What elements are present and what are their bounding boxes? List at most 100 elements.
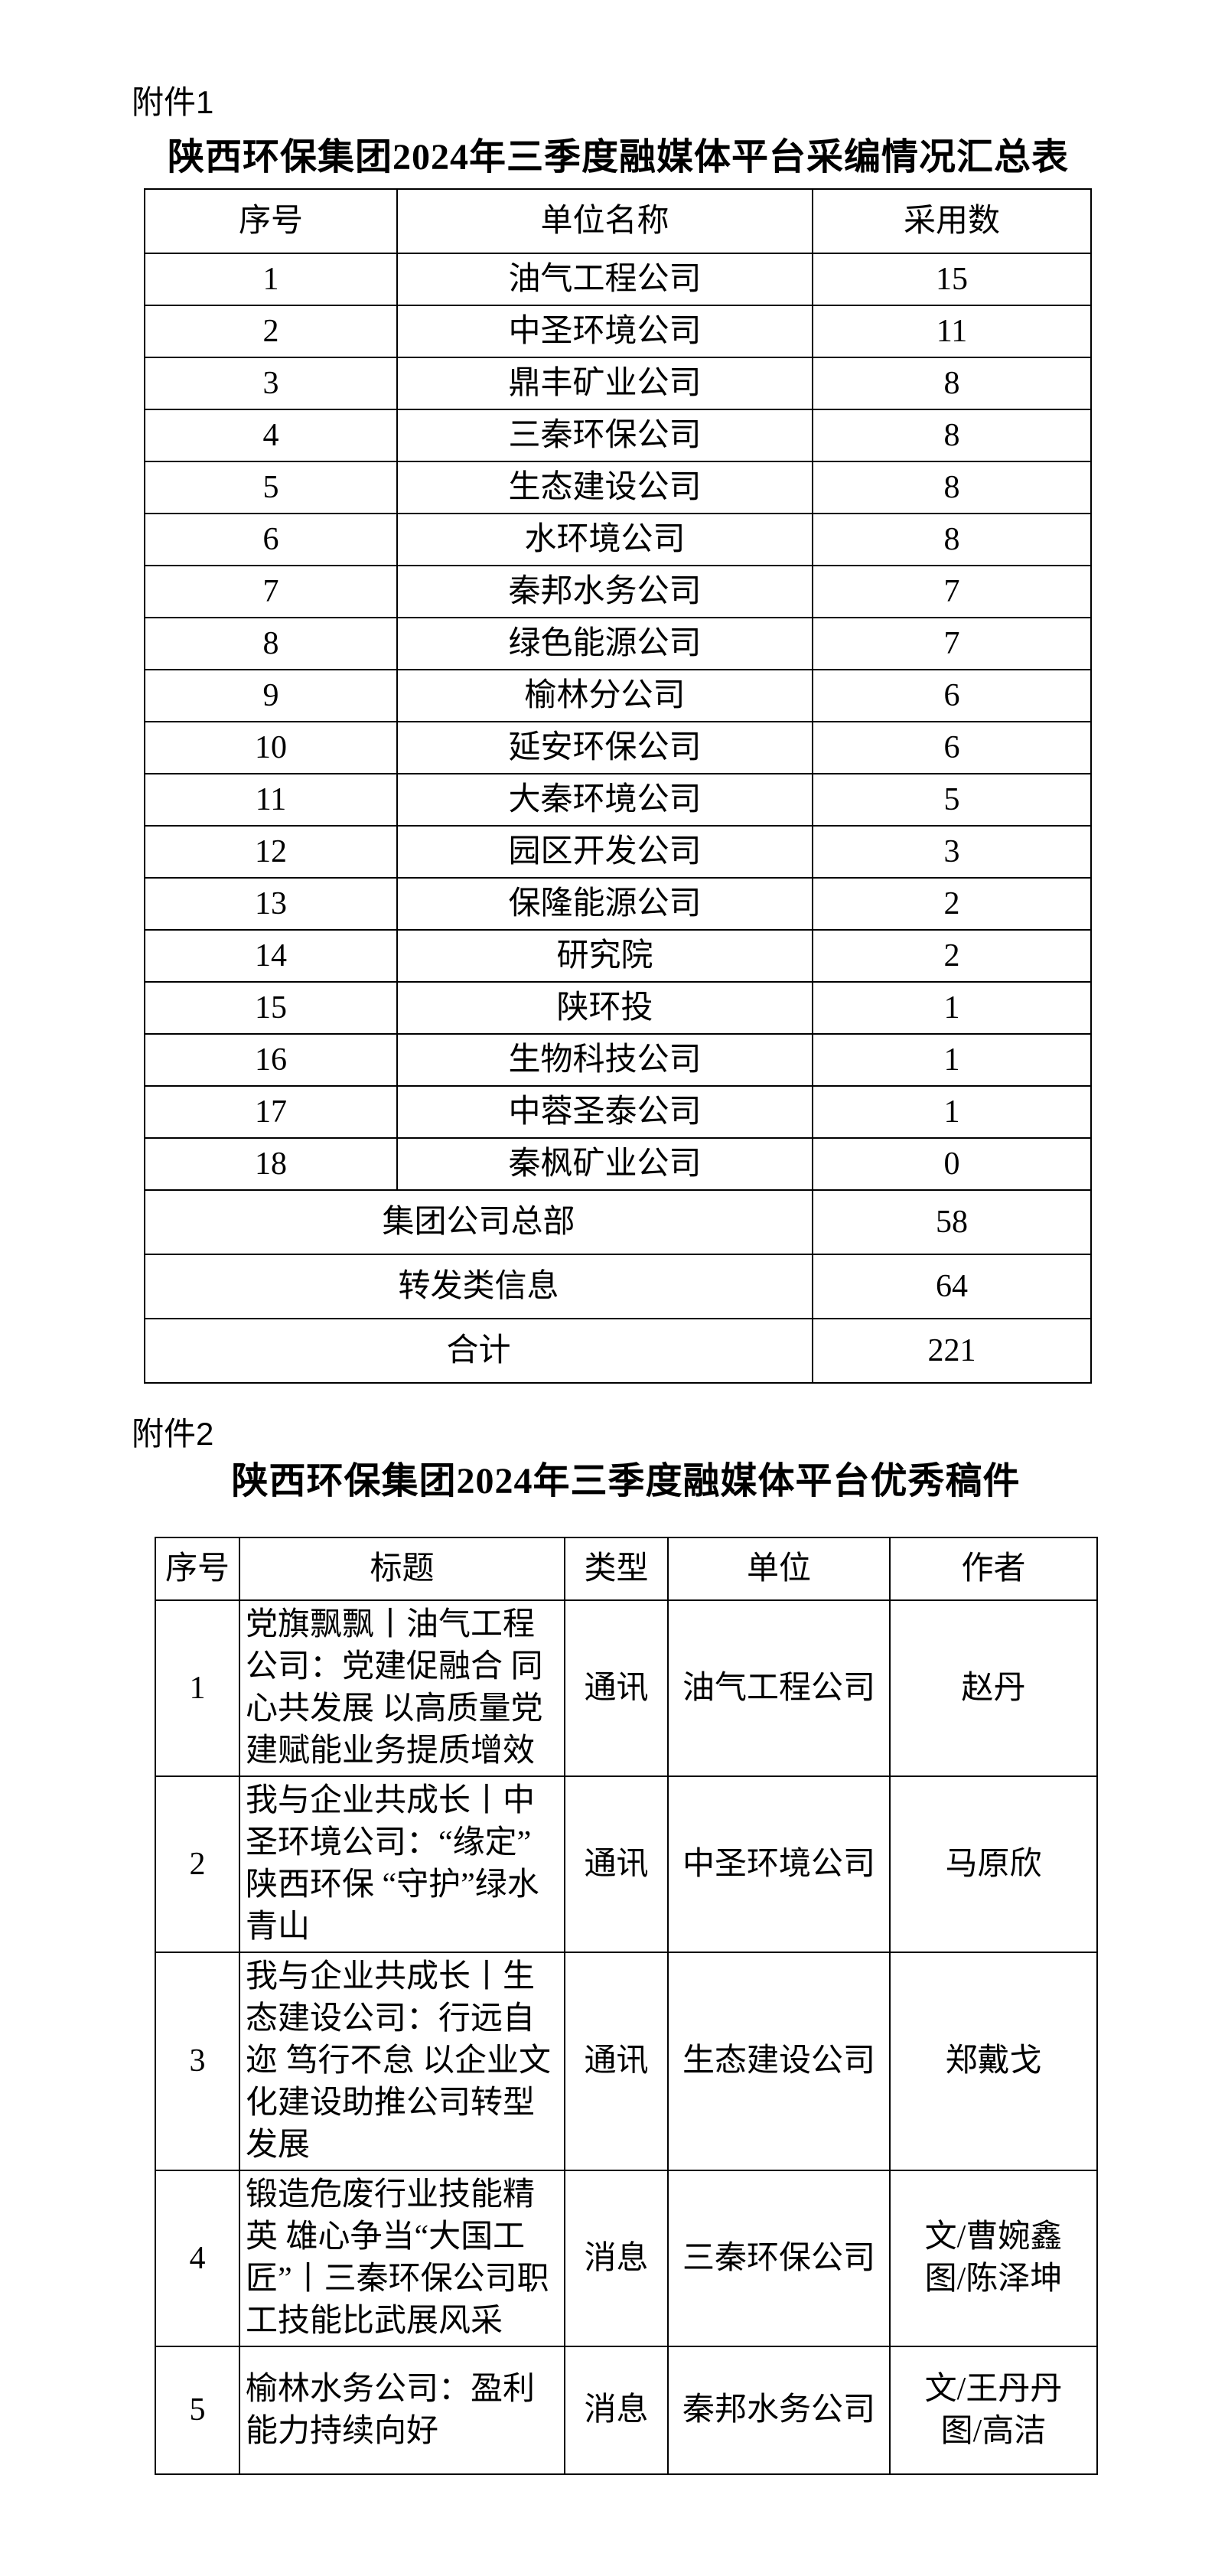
summary-table-row: 12 园区开发公司 3 bbox=[144, 825, 1092, 879]
adopted-count-cell: 8 bbox=[812, 461, 1092, 514]
adopted-count-cell: 2 bbox=[812, 877, 1092, 931]
unit-name-cell: 中圣环境公司 bbox=[396, 305, 813, 358]
summary-table-row: 3 鼎丰矿业公司 8 bbox=[144, 357, 1092, 410]
row-seq-cell: 15 bbox=[144, 981, 398, 1035]
article-author-cell: 赵丹 bbox=[889, 1599, 1098, 1777]
summary-table-header-row: 序号 单位名称 采用数 bbox=[144, 188, 1092, 254]
adopted-count-cell: 8 bbox=[812, 357, 1092, 410]
row-seq-cell: 13 bbox=[144, 877, 398, 931]
row-seq-cell: 14 bbox=[144, 929, 398, 983]
articles-header-unit: 单位 bbox=[667, 1537, 891, 1601]
summary-table-row: 4 三秦环保公司 8 bbox=[144, 409, 1092, 462]
row-seq-cell: 12 bbox=[144, 825, 398, 879]
summary-table-total-row: 转发类信息 64 bbox=[144, 1254, 1092, 1319]
articles-table-row: 1 党旗飘飘丨油气工程公司：党建促融合 同心共发展 以高质量党建赋能业务提质增效通… bbox=[155, 1599, 1098, 1777]
article-title-cell: 党旗飘飘丨油气工程公司：党建促融合 同心共发展 以高质量党建赋能业务提质增效 bbox=[239, 1599, 565, 1777]
articles-table-row: 2 我与企业共成长丨中圣环境公司：“缘定”陕西环保 “守护”绿水青山 通讯 中圣环境公… bbox=[155, 1775, 1098, 1953]
total-label-cell: 集团公司总部 bbox=[144, 1189, 813, 1255]
row-seq-cell: 9 bbox=[144, 669, 398, 722]
total-count-cell: 58 bbox=[812, 1189, 1092, 1255]
adopted-count-cell: 8 bbox=[812, 513, 1092, 566]
row-seq-cell: 16 bbox=[144, 1033, 398, 1087]
row-seq-cell: 4 bbox=[155, 2170, 240, 2347]
summary-header-seq: 序号 bbox=[144, 188, 398, 254]
attachment2-label: 附件2 bbox=[132, 1416, 214, 1452]
article-type-cell: 消息 bbox=[564, 2346, 669, 2475]
summary-table-row: 14 研究院 2 bbox=[144, 929, 1092, 983]
unit-name-cell: 油气工程公司 bbox=[396, 253, 813, 306]
article-author-cell: 马原欣 bbox=[889, 1775, 1098, 1953]
summary-table-row: 6 水环境公司 8 bbox=[144, 513, 1092, 566]
adopted-count-cell: 6 bbox=[812, 721, 1092, 774]
adopted-count-cell: 7 bbox=[812, 617, 1092, 670]
total-count-cell: 64 bbox=[812, 1254, 1092, 1319]
adopted-count-cell: 5 bbox=[812, 773, 1092, 827]
summary-header-count: 采用数 bbox=[812, 188, 1092, 254]
article-author-cell: 郑戴戈 bbox=[889, 1952, 1098, 2171]
unit-name-cell: 保隆能源公司 bbox=[396, 877, 813, 931]
summary-table-title: 陕西环保集团2024年三季度融媒体平台采编情况汇总表 bbox=[167, 137, 1069, 178]
adopted-count-cell: 11 bbox=[812, 305, 1092, 358]
row-seq-cell: 6 bbox=[144, 513, 398, 566]
summary-table-row: 10 延安环保公司 6 bbox=[144, 721, 1092, 774]
row-seq-cell: 17 bbox=[144, 1085, 398, 1139]
article-type-cell: 消息 bbox=[564, 2170, 669, 2347]
attachment1-label: 附件1 bbox=[132, 84, 214, 120]
unit-name-cell: 延安环保公司 bbox=[396, 721, 813, 774]
articles-table-row: 5 榆林水务公司：盈利能力持续向好 消息 秦邦水务公司 文/王丹丹 图/高洁 bbox=[155, 2346, 1098, 2475]
adopted-count-cell: 1 bbox=[812, 1033, 1092, 1087]
summary-table-row: 13 保隆能源公司 2 bbox=[144, 877, 1092, 931]
summary-table-row: 2 中圣环境公司 11 bbox=[144, 305, 1092, 358]
adopted-count-cell: 8 bbox=[812, 409, 1092, 462]
article-unit-cell: 秦邦水务公司 bbox=[667, 2346, 891, 2475]
total-label-cell: 转发类信息 bbox=[144, 1254, 813, 1319]
articles-table-row: 4 锻造危废行业技能精英 雄心争当“大国工匠”丨三秦环保公司职工技能比武展风采 消息… bbox=[155, 2170, 1098, 2347]
article-title-cell: 我与企业共成长丨中圣环境公司：“缘定”陕西环保 “守护”绿水青山 bbox=[239, 1775, 565, 1953]
row-seq-cell: 5 bbox=[144, 461, 398, 514]
summary-table: 序号 单位名称 采用数 1 油气工程公司 15 2 中圣环境公司 11 3 鼎丰矿业公司 8 4 三… bbox=[144, 188, 1092, 1384]
row-seq-cell: 3 bbox=[155, 1952, 240, 2171]
article-title-cell: 我与企业共成长丨生态建设公司：行远自迩 笃行不怠 以企业文化建设助推公司转型发展 bbox=[239, 1952, 565, 2171]
articles-header-type: 类型 bbox=[564, 1537, 669, 1601]
articles-header-author: 作者 bbox=[889, 1537, 1098, 1601]
articles-table-title: 陕西环保集团2024年三季度融媒体平台优秀稿件 bbox=[231, 1461, 1021, 1502]
unit-name-cell: 生态建设公司 bbox=[396, 461, 813, 514]
article-type-cell: 通讯 bbox=[564, 1952, 669, 2171]
row-seq-cell: 1 bbox=[144, 253, 398, 306]
unit-name-cell: 研究院 bbox=[396, 929, 813, 983]
articles-table-row: 3 我与企业共成长丨生态建设公司：行远自迩 笃行不怠 以企业文化建设助推公司转型发… bbox=[155, 1952, 1098, 2171]
summary-table-total-row: 集团公司总部 58 bbox=[144, 1189, 1092, 1255]
adopted-count-cell: 3 bbox=[812, 825, 1092, 879]
unit-name-cell: 水环境公司 bbox=[396, 513, 813, 566]
row-seq-cell: 7 bbox=[144, 565, 398, 618]
article-author-cell: 文/曹婉鑫 图/陈泽坤 bbox=[889, 2170, 1098, 2347]
unit-name-cell: 绿色能源公司 bbox=[396, 617, 813, 670]
unit-name-cell: 榆林分公司 bbox=[396, 669, 813, 722]
articles-header-seq: 序号 bbox=[155, 1537, 240, 1601]
adopted-count-cell: 6 bbox=[812, 669, 1092, 722]
article-unit-cell: 中圣环境公司 bbox=[667, 1775, 891, 1953]
row-seq-cell: 3 bbox=[144, 357, 398, 410]
unit-name-cell: 陕环投 bbox=[396, 981, 813, 1035]
article-type-cell: 通讯 bbox=[564, 1775, 669, 1953]
unit-name-cell: 大秦环境公司 bbox=[396, 773, 813, 827]
adopted-count-cell: 1 bbox=[812, 981, 1092, 1035]
row-seq-cell: 18 bbox=[144, 1137, 398, 1191]
summary-table-row: 15 陕环投 1 bbox=[144, 981, 1092, 1035]
row-seq-cell: 10 bbox=[144, 721, 398, 774]
row-seq-cell: 5 bbox=[155, 2346, 240, 2475]
unit-name-cell: 生物科技公司 bbox=[396, 1033, 813, 1087]
adopted-count-cell: 0 bbox=[812, 1137, 1092, 1191]
articles-table: 序号 标题 类型 单位 作者 1 党旗飘飘丨油气工程公司：党建促融合 同心共发展 … bbox=[155, 1537, 1098, 2475]
row-seq-cell: 4 bbox=[144, 409, 398, 462]
article-author-cell: 文/王丹丹 图/高洁 bbox=[889, 2346, 1098, 2475]
total-label-cell: 合计 bbox=[144, 1318, 813, 1384]
unit-name-cell: 中蓉圣泰公司 bbox=[396, 1085, 813, 1139]
row-seq-cell: 2 bbox=[155, 1775, 240, 1953]
articles-table-header-row: 序号 标题 类型 单位 作者 bbox=[155, 1537, 1098, 1601]
summary-table-row: 1 油气工程公司 15 bbox=[144, 253, 1092, 306]
summary-header-unit: 单位名称 bbox=[396, 188, 813, 254]
adopted-count-cell: 15 bbox=[812, 253, 1092, 306]
article-title-cell: 锻造危废行业技能精英 雄心争当“大国工匠”丨三秦环保公司职工技能比武展风采 bbox=[239, 2170, 565, 2347]
